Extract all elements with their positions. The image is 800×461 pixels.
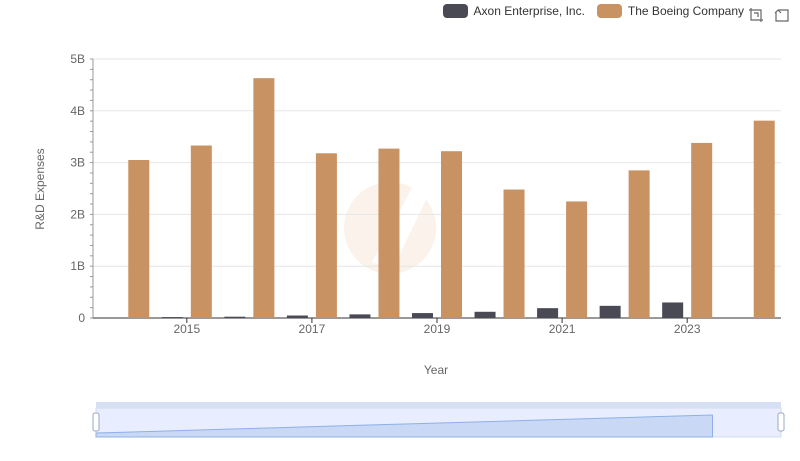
bar-axon[interactable] [474,311,496,318]
y-tick-label: 3B [70,156,85,170]
restore-icon[interactable] [774,7,790,23]
toolbox [738,7,790,23]
x-axis-label: Year [424,363,448,377]
x-tick-label: 2023 [674,322,701,336]
bar-axon[interactable] [224,316,246,318]
x-tick-label: 2015 [173,322,200,336]
bar-axon[interactable] [537,308,559,318]
bar-boeing[interactable] [628,170,650,318]
legend-item-axon[interactable]: Axon Enterprise, Inc. [442,4,585,18]
bar-axon[interactable] [662,302,684,318]
bar-boeing[interactable] [753,120,775,318]
x-tick-label: 2019 [424,322,451,336]
bar-boeing[interactable] [190,145,212,318]
datazoom-handle-left[interactable] [92,412,100,432]
legend: Axon Enterprise, Inc. The Boeing Company [431,4,744,18]
legend-item-boeing[interactable]: The Boeing Company [596,4,744,18]
y-tick-label: 1B [70,259,85,273]
legend-label-boeing: The Boeing Company [627,4,744,18]
legend-label-axon: Axon Enterprise, Inc. [473,4,585,18]
y-tick-label: 2B [70,207,85,221]
x-axis: 2015 2017 2019 2021 2023 [93,317,781,336]
datazoom-handle-bar[interactable] [96,402,781,408]
y-tick-label: 5B [70,52,85,66]
datazoom-preview [95,414,713,438]
bar-boeing[interactable] [128,160,150,318]
y-axis: 0 1B 2B 3B 4B 5B [70,52,94,325]
bars [128,78,775,318]
bar-axon[interactable] [161,317,183,318]
bar-boeing[interactable] [315,153,337,318]
datazoom-handle-right[interactable] [777,412,785,432]
zoom-icon[interactable] [748,7,764,23]
bar-axon[interactable] [599,305,621,318]
datazoom-slider[interactable] [92,402,785,438]
x-tick-label: 2021 [549,322,576,336]
bar-boeing[interactable] [378,148,400,318]
bar-boeing[interactable] [503,189,525,318]
y-axis-label: R&D Expenses [33,148,47,229]
bar-boeing[interactable] [441,151,462,318]
y-tick-label: 0 [78,311,85,325]
bar-axon[interactable] [286,315,308,318]
bar-axon[interactable] [349,314,371,318]
legend-swatch-axon [442,4,468,18]
bar-axon[interactable] [412,313,433,318]
y-tick-label: 4B [70,104,85,118]
bar-boeing[interactable] [253,78,275,318]
bar-boeing[interactable] [691,142,713,318]
x-tick-label: 2017 [299,322,326,336]
legend-swatch-boeing [596,4,622,18]
bar-boeing[interactable] [566,201,588,318]
